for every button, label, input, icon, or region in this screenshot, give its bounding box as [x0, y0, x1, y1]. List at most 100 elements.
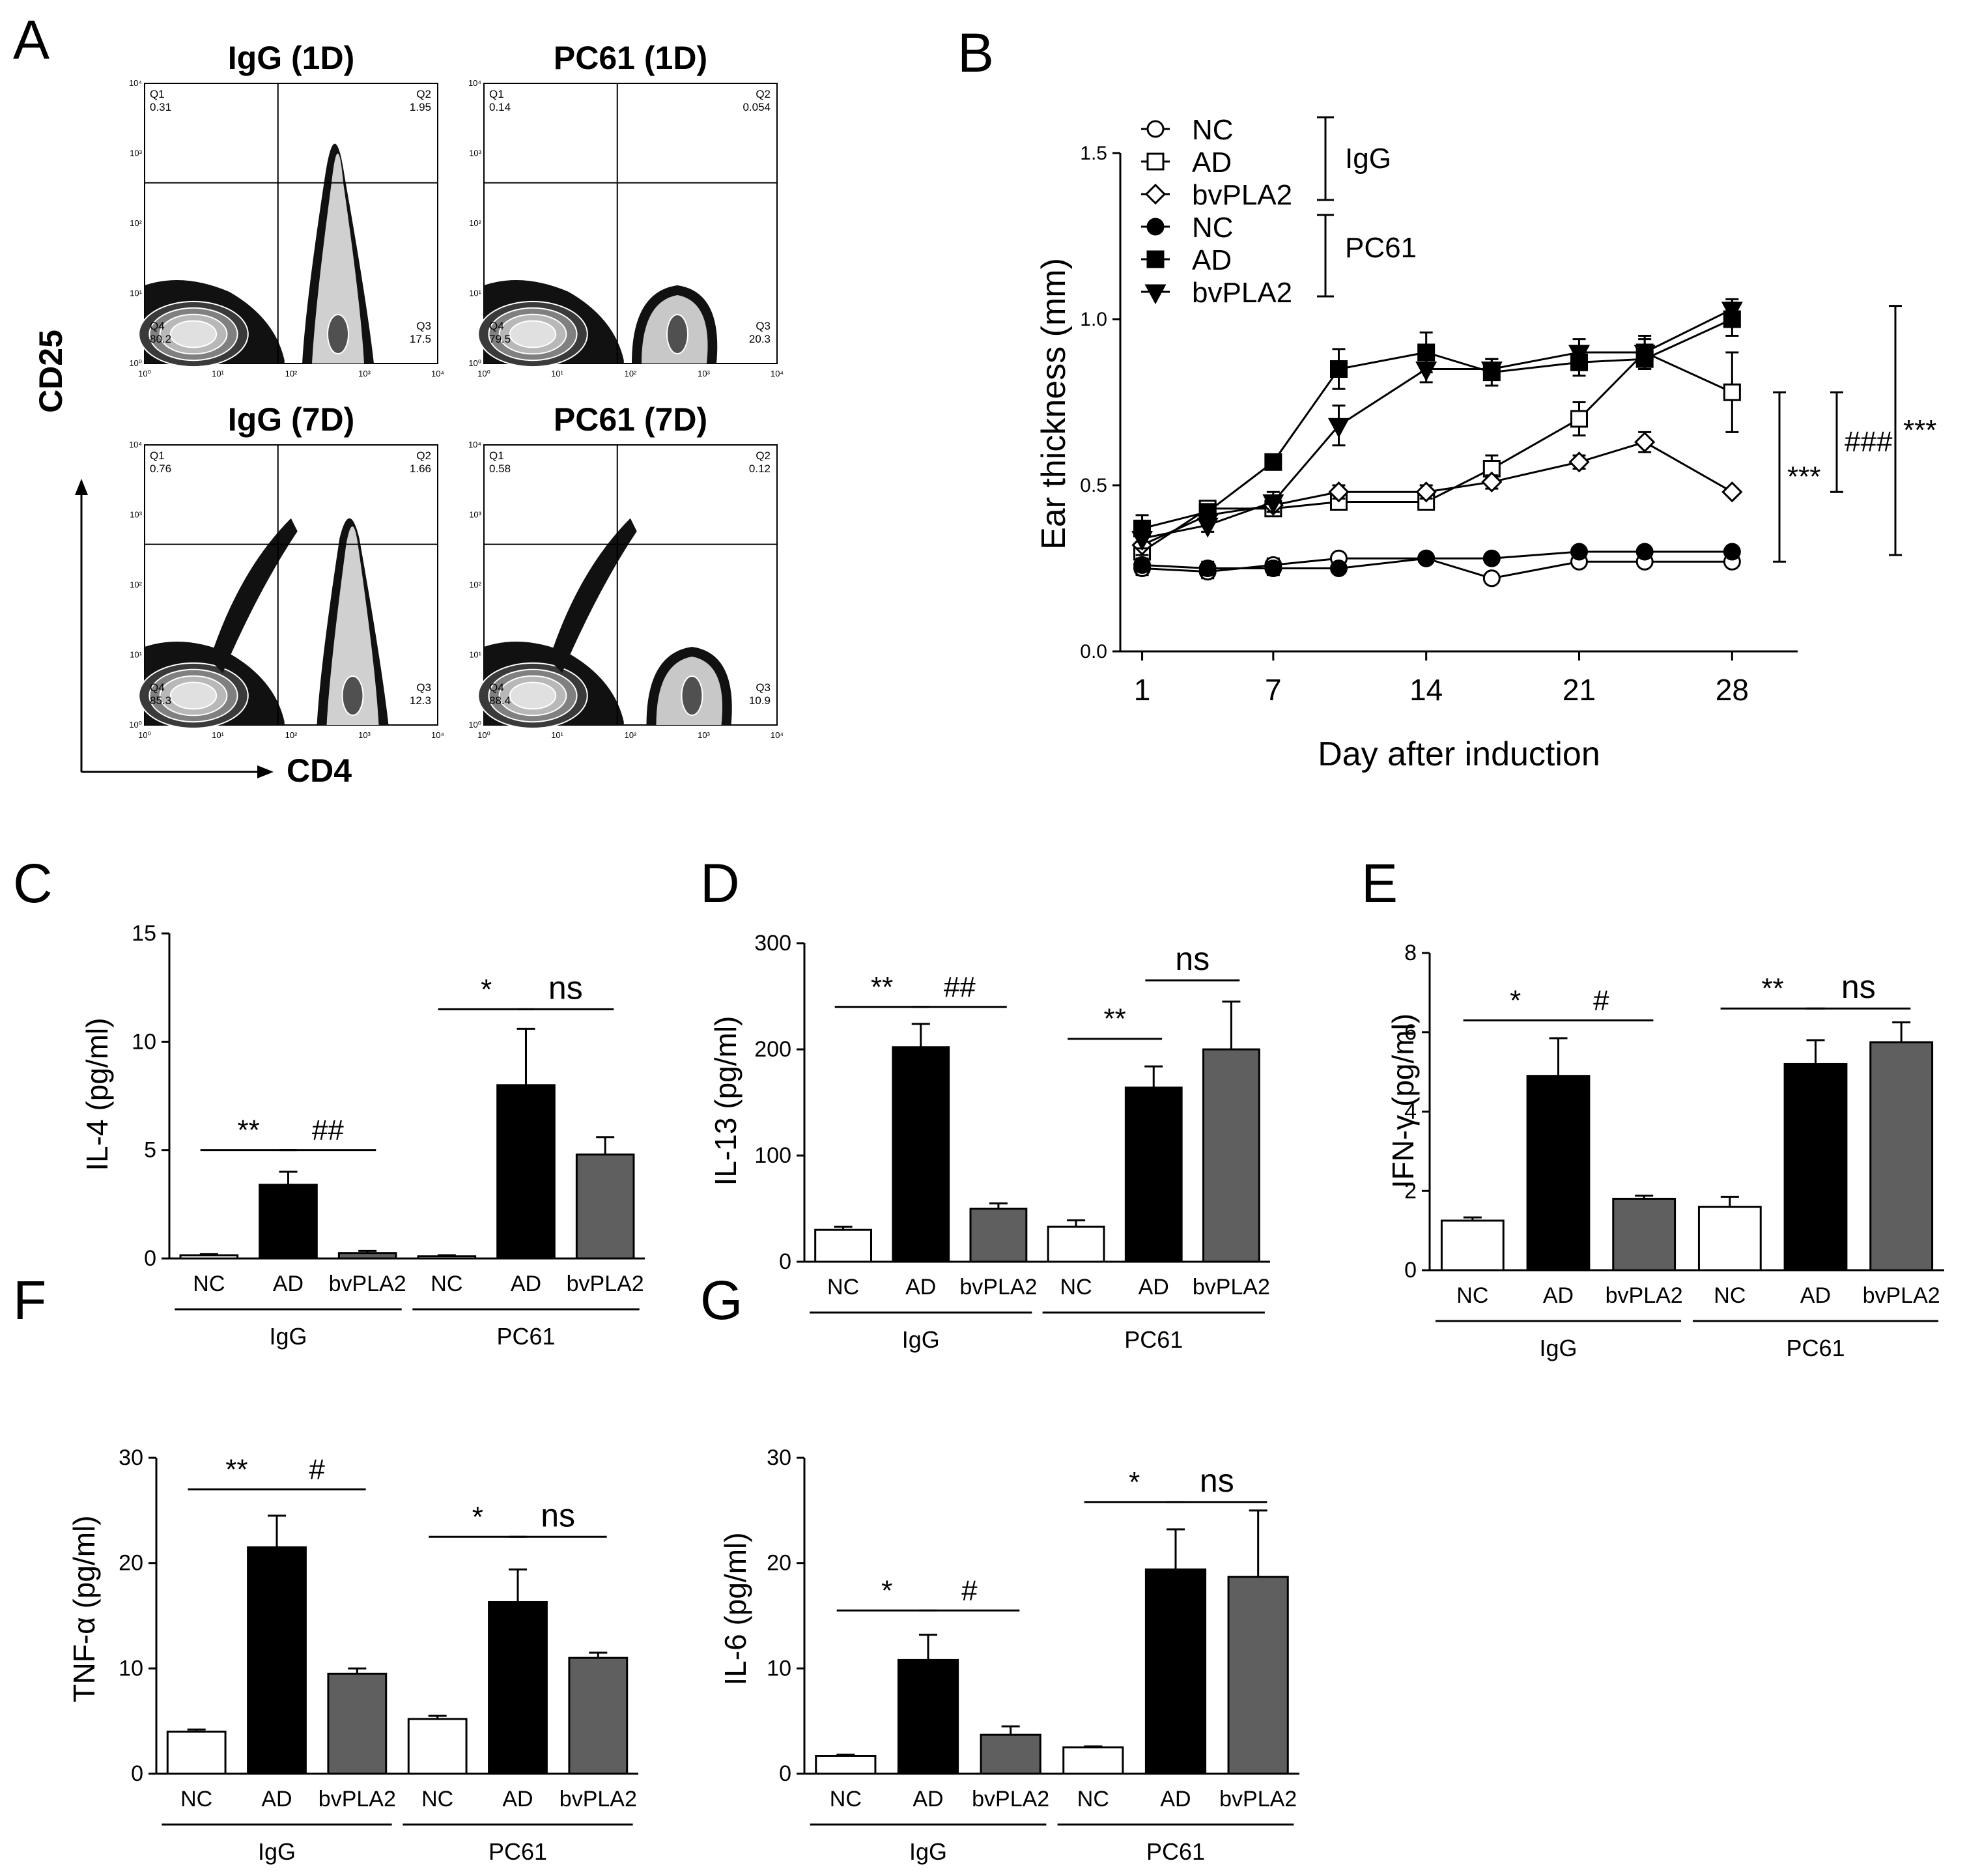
population-contour	[509, 320, 557, 348]
significance-label: ***	[1787, 461, 1820, 492]
data-point	[1144, 183, 1167, 205]
quadrant-label: Q1	[489, 88, 504, 100]
population-contour	[509, 681, 557, 710]
data-point	[1264, 560, 1282, 577]
significance-label: **	[1104, 1003, 1126, 1035]
x-tick-label: NC	[431, 1272, 462, 1296]
quadrant-label: Q4	[489, 320, 504, 332]
y-tick-label: 20	[119, 1551, 143, 1576]
x-tick-label: bvPLA2	[1606, 1283, 1683, 1308]
y-tick-label: 6	[1404, 1020, 1417, 1045]
quadrant-value: 88.4	[489, 694, 511, 707]
y-tick-label: 5	[144, 1138, 156, 1163]
x-tick-label: NC	[193, 1272, 225, 1296]
facs-tick: 10⁴	[129, 440, 142, 449]
facs-title: IgG (7D)	[228, 401, 354, 438]
data-point	[1482, 569, 1501, 588]
significance-label: #	[1593, 984, 1609, 1016]
significance-label: ns	[541, 1497, 575, 1533]
population-ridge	[210, 518, 298, 673]
legend-group: IgG	[1345, 143, 1391, 175]
facs-tick: 10³	[698, 730, 710, 740]
arrow-head	[75, 479, 88, 495]
bar	[1227, 1576, 1289, 1775]
bar	[407, 1718, 468, 1775]
quadrant-label: Q1	[489, 449, 504, 462]
panel-e: E 0 2 4 6 8 IFN-γ (pg/ml) NC AD bvPLA2 NC AD bvPLA2 I…	[1361, 853, 1944, 1361]
data-point	[1144, 284, 1167, 305]
legend-label: NC	[1192, 212, 1234, 244]
facs-tick: 10²	[285, 369, 298, 378]
panel-letter: E	[1361, 853, 1398, 914]
significance-label: ##	[312, 1115, 344, 1146]
significance-line: ns	[509, 1497, 607, 1538]
significance-line: **	[1068, 1003, 1163, 1040]
y-tick-label: 10	[132, 1029, 156, 1054]
y-axis-label: IFN-γ (pg/ml)	[1386, 1014, 1420, 1188]
y-axis-label: IL-4 (pg/ml)	[80, 1017, 114, 1171]
y-tick-label: 0.5	[1080, 475, 1107, 496]
facs-tick: 10²	[130, 218, 142, 228]
quadrant-value: 0.054	[743, 101, 771, 113]
quadrant-label: Q2	[416, 449, 431, 462]
facs-tick: 10²	[285, 730, 298, 740]
y-tick-label: 1.5	[1080, 143, 1107, 164]
x-tick-label: 14	[1409, 673, 1443, 707]
population-contour	[327, 314, 349, 354]
x-tick-label: bvPLA2	[1863, 1283, 1940, 1308]
bar	[1124, 1087, 1183, 1263]
arrow-head	[257, 765, 274, 778]
y-axis-label: Ear thickness (mm)	[1035, 258, 1073, 550]
data-point	[1133, 556, 1152, 574]
x-tick-label: AD	[1800, 1283, 1831, 1308]
bar	[568, 1656, 629, 1775]
facs-tick: 10⁰	[138, 730, 151, 740]
quadrant-value: 0.12	[749, 462, 771, 475]
population-ridge	[549, 518, 637, 673]
facs-tick: 10¹	[212, 369, 224, 378]
bar	[980, 1733, 1041, 1775]
x-tick-label: AD	[1160, 1787, 1191, 1812]
significance-label: *	[481, 973, 492, 1005]
significance-line: ns	[517, 969, 614, 1010]
facs-tick: 10³	[469, 149, 481, 158]
significance-label: ***	[1903, 414, 1936, 446]
panel-letter: C	[13, 853, 53, 914]
significance-label: ns	[1841, 969, 1876, 1005]
data-point	[1146, 120, 1165, 138]
bar	[892, 1046, 950, 1263]
data-point	[1634, 431, 1656, 453]
significance-label: #	[961, 1574, 978, 1606]
data-point	[1196, 517, 1219, 538]
facs-title: PC61 (1D)	[554, 40, 707, 76]
facs-tick: 10⁰	[468, 720, 481, 730]
significance-label: *	[881, 1574, 892, 1606]
y-tick-label: 10	[119, 1656, 143, 1681]
legend-label: AD	[1192, 244, 1232, 276]
population-contour	[169, 681, 218, 710]
facs-tick: 10⁴	[468, 440, 481, 449]
y-tick-label: 0	[144, 1246, 156, 1271]
y-tick-label: 2	[1404, 1178, 1417, 1203]
data-point	[1264, 453, 1282, 471]
bar	[814, 1229, 872, 1263]
significance-line: **	[200, 1115, 297, 1152]
x-tick-label: NC	[1456, 1283, 1488, 1308]
bar	[1144, 1568, 1207, 1775]
panel-g: G 0 10 20 30 IL-6 (pg/ml) NC AD bvPLA2 NC AD bvPLA2…	[700, 1270, 1299, 1865]
facs-tick: 10³	[358, 730, 371, 740]
panel-b: B 0.0 0.5 1.0 1.5 1 7 14 21 28 Day after induction…	[957, 22, 1936, 773]
x-tick-label: AD	[1139, 1275, 1169, 1300]
significance-line: #	[919, 1574, 1020, 1612]
significance-label: **	[871, 971, 893, 1003]
facs-tick: 10⁰	[138, 369, 151, 378]
significance-line: #	[268, 1454, 366, 1490]
group-label: IgG	[909, 1838, 947, 1865]
significance-label: ##	[944, 971, 976, 1003]
significance-label: **	[225, 1454, 248, 1486]
x-tick-label: bvPLA2	[1193, 1275, 1270, 1300]
quadrant-value: 12.3	[410, 694, 431, 707]
